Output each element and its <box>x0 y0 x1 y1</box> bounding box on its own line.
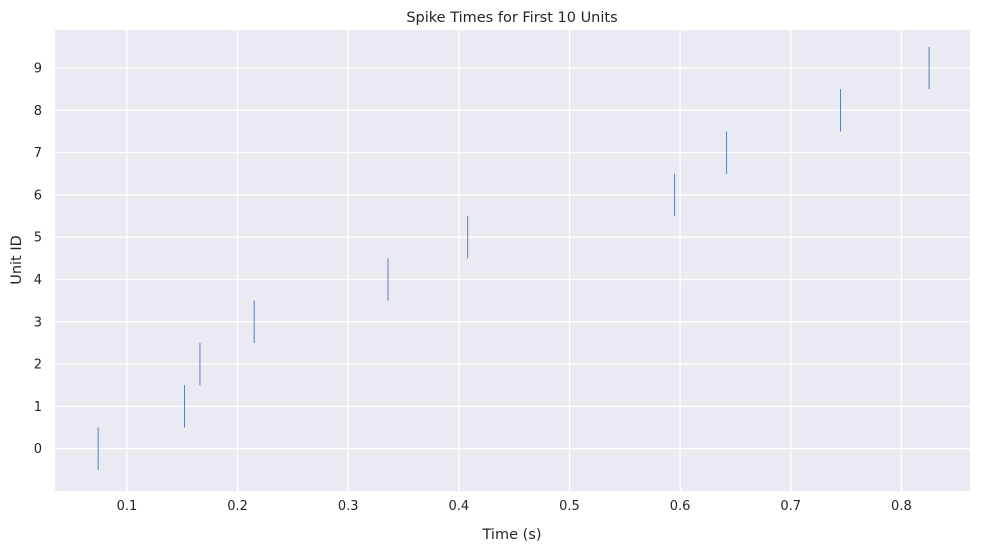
x-tick-label: 0.5 <box>559 499 580 514</box>
x-tick-labels: 0.1 0.2 0.3 0.4 0.5 0.6 0.7 0.8 <box>117 499 912 514</box>
plot-background <box>55 30 970 491</box>
x-tick-label: 0.2 <box>227 499 248 514</box>
spike-series <box>97 46 930 470</box>
y-axis-label: Unit ID <box>9 235 25 285</box>
y-tick-label: 8 <box>34 104 42 119</box>
chart-title: Spike Times for First 10 Units <box>406 10 617 26</box>
y-tick-label: 2 <box>34 358 42 373</box>
y-tick-label: 6 <box>34 188 42 203</box>
y-tick-labels: 0 1 2 3 4 5 6 7 8 9 <box>34 62 42 458</box>
x-tick-label: 0.6 <box>670 499 691 514</box>
y-tick-label: 9 <box>34 62 42 77</box>
y-tick-label: 3 <box>34 315 42 330</box>
y-tick-label: 4 <box>34 273 42 288</box>
y-tick-label: 5 <box>34 231 42 246</box>
x-tick-label: 0.7 <box>780 499 801 514</box>
x-tick-label: 0.4 <box>448 499 469 514</box>
y-tick-label: 0 <box>34 442 42 457</box>
x-tick-label: 0.1 <box>117 499 138 514</box>
x-tick-label: 0.3 <box>338 499 359 514</box>
y-tick-label: 1 <box>34 400 42 415</box>
grid <box>55 30 970 491</box>
x-tick-label: 0.8 <box>891 499 912 514</box>
y-tick-label: 7 <box>34 146 42 161</box>
x-axis-label: Time (s) <box>482 527 542 543</box>
